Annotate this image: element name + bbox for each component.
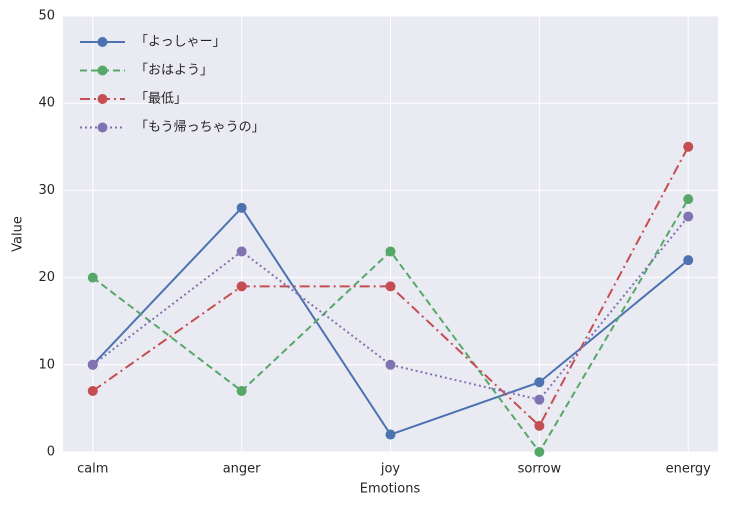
point	[534, 420, 545, 431]
point	[236, 385, 247, 396]
y-tick-label: 40	[38, 96, 55, 111]
point	[683, 255, 694, 266]
x-tick-label: calm	[77, 462, 108, 477]
point	[236, 246, 247, 257]
y-tick-label: 20	[38, 270, 55, 285]
point	[534, 394, 545, 405]
legend-marker	[97, 122, 108, 133]
y-tick-label: 10	[38, 357, 55, 372]
point	[385, 359, 396, 370]
legend-label: 「もう帰っちゃうの」	[135, 119, 265, 135]
point	[534, 447, 545, 457]
point	[683, 194, 694, 205]
legend-marker	[97, 37, 108, 47]
point	[683, 141, 694, 152]
y-axis-label: Value	[11, 216, 26, 252]
point	[87, 385, 98, 396]
y-tick-label: 0	[47, 445, 55, 460]
legend-marker	[97, 94, 108, 104]
series-line	[92, 146, 690, 428]
point	[683, 211, 694, 222]
point	[385, 281, 396, 292]
point	[385, 429, 396, 440]
x-tick-label: sorrow	[518, 462, 562, 477]
point	[87, 359, 98, 370]
point	[534, 377, 545, 388]
x-tick-label: anger	[223, 462, 261, 477]
legend-label: 「最低」	[135, 92, 187, 107]
point	[87, 272, 98, 283]
point	[385, 246, 396, 257]
legend-label: 「おはよう」	[135, 63, 213, 78]
point	[236, 202, 247, 213]
x-tick-label: energy	[666, 462, 712, 477]
y-tick-label: 50	[38, 9, 55, 24]
legend-marker	[97, 65, 108, 76]
legend-label: 「よっしゃー」	[135, 35, 226, 50]
y-tick-label: 30	[38, 183, 55, 198]
series-line	[92, 215, 690, 401]
x-axis-label: Emotions	[360, 482, 421, 497]
x-tick-label: joy	[380, 462, 401, 477]
point	[236, 281, 247, 292]
